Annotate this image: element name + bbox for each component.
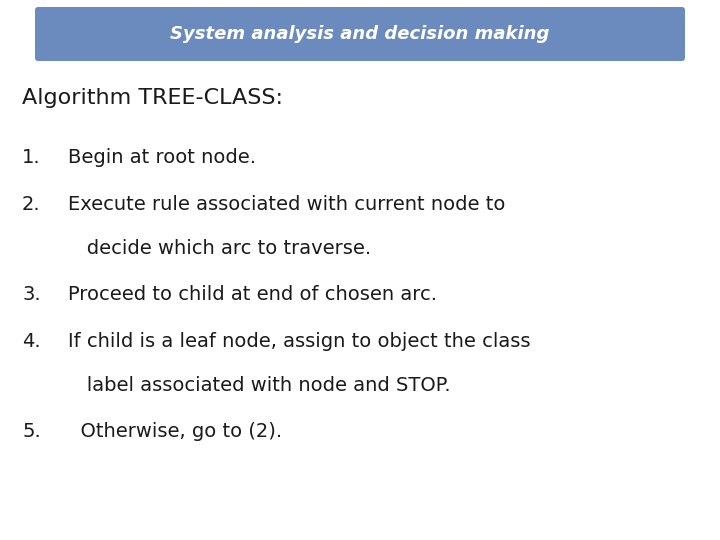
Text: If child is a leaf node, assign to object the class: If child is a leaf node, assign to objec… <box>68 332 531 351</box>
Text: Execute rule associated with current node to: Execute rule associated with current nod… <box>68 195 505 214</box>
FancyBboxPatch shape <box>35 7 685 61</box>
Text: Proceed to child at end of chosen arc.: Proceed to child at end of chosen arc. <box>68 285 437 304</box>
Text: Otherwise, go to (2).: Otherwise, go to (2). <box>68 422 282 441</box>
Text: 4.: 4. <box>22 332 40 351</box>
Text: 2.: 2. <box>22 195 40 214</box>
Text: label associated with node and STOP.: label associated with node and STOP. <box>68 376 451 395</box>
Text: Begin at root node.: Begin at root node. <box>68 148 256 167</box>
Text: 3.: 3. <box>22 285 40 304</box>
Text: decide which arc to traverse.: decide which arc to traverse. <box>68 239 371 258</box>
Text: System analysis and decision making: System analysis and decision making <box>171 25 549 43</box>
Text: 1.: 1. <box>22 148 40 167</box>
Text: Algorithm TREE-CLASS:: Algorithm TREE-CLASS: <box>22 88 283 108</box>
Text: 5.: 5. <box>22 422 41 441</box>
